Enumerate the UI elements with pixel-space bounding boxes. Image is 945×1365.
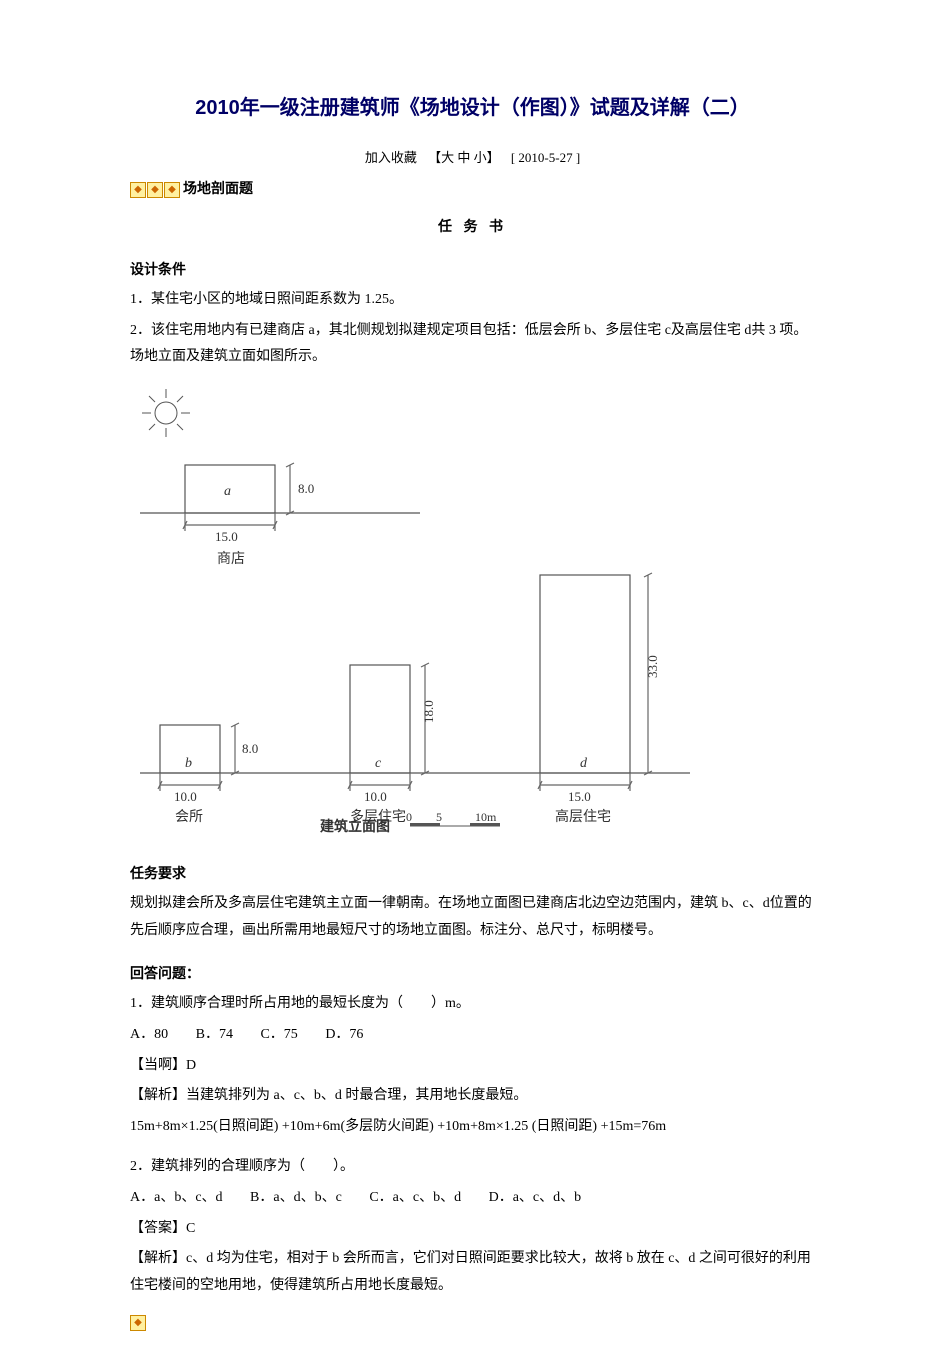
dim-label: 33.0 xyxy=(645,655,660,678)
questions-heading: 回答问题： xyxy=(130,962,815,987)
building-name: 会所 xyxy=(175,809,203,825)
q2-option-a: A．a、b、c、d xyxy=(130,1190,223,1205)
nav-icon[interactable]: ◆ xyxy=(130,1315,146,1331)
q2-explanation: 【解析】c、d 均为住宅，相对于 b 会所而言，它们对日照间距要求比较大，故将 … xyxy=(130,1246,815,1299)
q1-calculation: 15m+8m×1.25(日照间距) +10m+6m(多层防火间距) +10m+8… xyxy=(130,1114,815,1141)
favorite-link[interactable]: 加入收藏 xyxy=(365,150,417,165)
building-label: a xyxy=(224,484,231,499)
dim-label: 8.0 xyxy=(242,741,258,756)
dim-label: 8.0 xyxy=(298,481,314,496)
dim-label: 10.0 xyxy=(364,789,387,804)
building-label: d xyxy=(580,756,588,771)
dim-label: 18.0 xyxy=(421,700,436,723)
dim-label: 15.0 xyxy=(215,529,238,544)
footer-icon-row: ◆ xyxy=(130,1309,815,1334)
highrise-d: 33.0 15.0 d 高层住宅 xyxy=(538,573,660,825)
building-name: 商店 xyxy=(217,551,245,567)
font-size-options[interactable]: 【大 中 小】 xyxy=(428,150,500,165)
q1-explanation: 【解析】当建筑排列为 a、c、b、d 时最合理，其用地长度最短。 xyxy=(130,1083,815,1110)
q1-option-b: B．74 xyxy=(196,1027,233,1042)
q2-answer: 【答案】C xyxy=(130,1216,815,1243)
task-requirement-heading: 任务要求 xyxy=(130,862,815,887)
svg-text:10m: 10m xyxy=(475,810,497,824)
q2-option-c: C．a、c、b、d xyxy=(369,1190,461,1205)
sun-icon xyxy=(142,389,190,437)
publish-date: [ 2010-5-27 ] xyxy=(511,150,580,165)
dim-label: 15.0 xyxy=(568,789,591,804)
q1-option-c: C．75 xyxy=(260,1027,297,1042)
multistory-c: 18.0 10.0 c 多层住宅 xyxy=(348,663,436,825)
q2-stem: 2．建筑排列的合理顺序为（ ）。 xyxy=(130,1154,815,1181)
building-elevation-diagram: 8.0 15.0 a 商店 8.0 10.0 b 会所 18.0 xyxy=(130,383,815,842)
svg-text:5: 5 xyxy=(436,810,442,824)
svg-text:0: 0 xyxy=(406,810,412,824)
page-title: 2010年一级注册建筑师《场地设计（作图）》试题及详解（二） xyxy=(130,90,815,126)
shop-a: 8.0 15.0 a 商店 xyxy=(140,463,420,567)
building-name: 高层住宅 xyxy=(555,808,611,825)
q2-options: A．a、b、c、d B．a、d、b、c C．a、c、b、d D．a、c、d、b xyxy=(130,1185,815,1212)
club-b: 8.0 10.0 b 会所 xyxy=(158,723,258,825)
task-heading: 任 务 书 xyxy=(130,215,815,240)
meta-row: 加入收藏 【大 中 小】 [ 2010-5-27 ] xyxy=(130,146,815,169)
nav-icon[interactable]: ◆ xyxy=(164,182,180,198)
q1-answer: 【当啊】D xyxy=(130,1053,815,1080)
diagram-caption: 建筑立面图 0 5 10m xyxy=(320,810,500,833)
q2-option-b: B．a、d、b、c xyxy=(250,1190,342,1205)
q1-options: A．80 B．74 C．75 D．76 xyxy=(130,1022,815,1049)
nav-icon[interactable]: ◆ xyxy=(147,182,163,198)
building-label: c xyxy=(375,756,382,771)
q1-stem: 1．建筑顺序合理时所占用地的最短长度为（ ）m。 xyxy=(130,991,815,1018)
condition-2: 2．该住宅用地内有已建商店 a，其北侧规划拟建规定项目包括：低层会所 b、多层住… xyxy=(130,318,815,371)
svg-text:建筑立面图: 建筑立面图 xyxy=(320,818,390,833)
task-requirement-text: 规划拟建会所及多高层住宅建筑主立面一律朝南。在场地立面图已建商店北边空边范围内，… xyxy=(130,891,815,944)
design-conditions-heading: 设计条件 xyxy=(130,258,815,283)
q1-option-a: A．80 xyxy=(130,1027,168,1042)
condition-1: 1．某住宅小区的地域日照间距系数为 1.25。 xyxy=(130,287,815,314)
dim-label: 10.0 xyxy=(174,789,197,804)
nav-icon[interactable]: ◆ xyxy=(130,182,146,198)
section-label: 场地剖面题 xyxy=(183,177,253,202)
building-label: b xyxy=(185,756,192,771)
q1-option-d: D．76 xyxy=(325,1027,363,1042)
q2-option-d: D．a、c、d、b xyxy=(489,1190,582,1205)
section-header-row: ◆ ◆ ◆ 场地剖面题 xyxy=(130,177,815,202)
